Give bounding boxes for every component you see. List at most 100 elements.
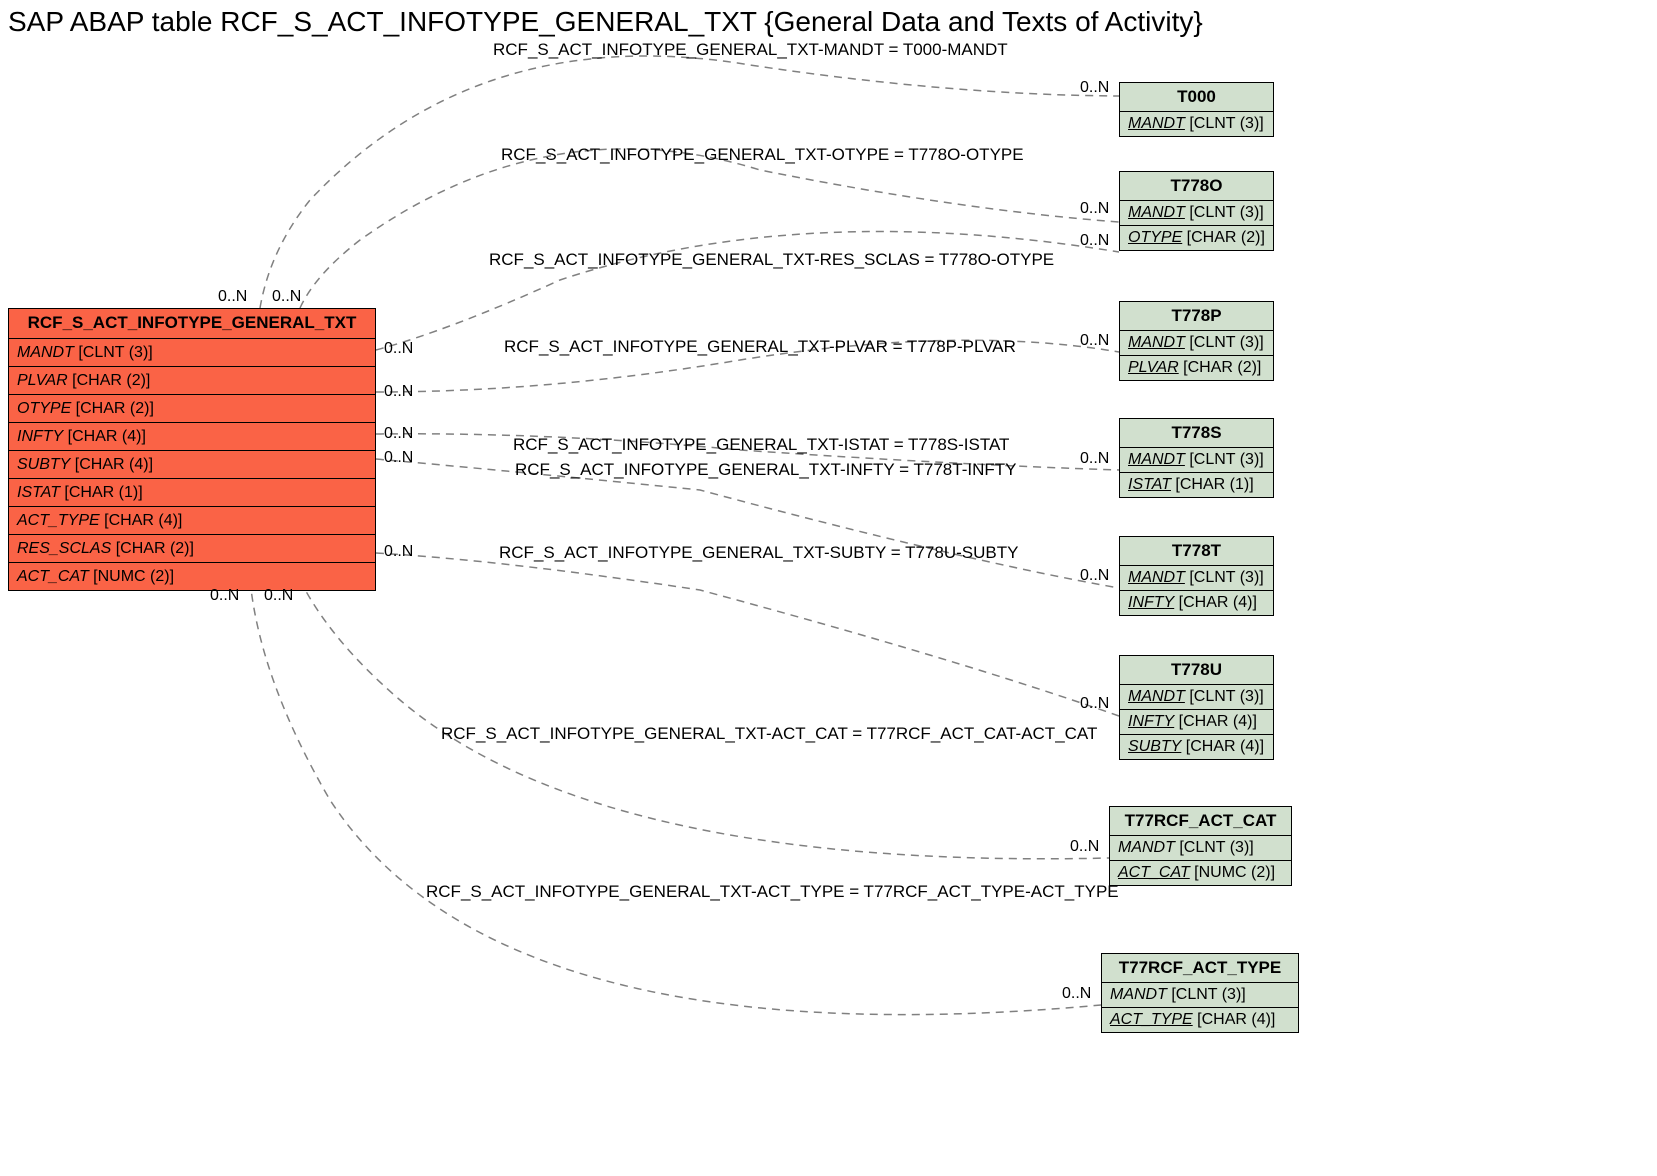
table-row: ACT_TYPE [CHAR (4)] xyxy=(9,507,375,535)
field-name: MANDT xyxy=(1128,688,1185,705)
field-type: [CHAR (2)] xyxy=(1179,359,1262,376)
field-type: [CLNT (3)] xyxy=(1175,839,1254,856)
table-header: T778O xyxy=(1120,172,1273,201)
field-type: [CLNT (3)] xyxy=(1185,569,1264,586)
relation-edge xyxy=(250,580,1101,1015)
table-row: MANDT [CLNT (3)] xyxy=(1102,983,1298,1008)
table-RCF_S_ACT_INFOTYPE_GENERAL_TXT: RCF_S_ACT_INFOTYPE_GENERAL_TXTMANDT [CLN… xyxy=(8,308,376,591)
table-header: T778P xyxy=(1120,302,1273,331)
field-type: [CHAR (2)] xyxy=(71,400,154,417)
field-name: ISTAT xyxy=(1128,476,1171,493)
cardinality-source: 0..N xyxy=(384,425,413,443)
table-header: T778T xyxy=(1120,537,1273,566)
edge-label: RCF_S_ACT_INFOTYPE_GENERAL_TXT-MANDT = T… xyxy=(493,40,1008,60)
cardinality-target: 0..N xyxy=(1080,695,1109,713)
cardinality-target: 0..N xyxy=(1080,232,1109,250)
cardinality-source: 0..N xyxy=(384,449,413,467)
field-type: [CHAR (4)] xyxy=(100,512,183,529)
field-name: ACT_TYPE xyxy=(17,512,100,529)
table-row: MANDT [CLNT (3)] xyxy=(9,339,375,367)
field-name: ACT_CAT xyxy=(17,568,89,585)
table-row: MANDT [CLNT (3)] xyxy=(1120,331,1273,356)
field-name: INFTY xyxy=(1128,594,1174,611)
field-type: [CLNT (3)] xyxy=(1185,451,1264,468)
field-name: OTYPE xyxy=(1128,229,1182,246)
table-row: MANDT [CLNT (3)] xyxy=(1120,566,1273,591)
cardinality-source: 0..N xyxy=(384,543,413,561)
field-type: [CHAR (2)] xyxy=(111,540,194,557)
field-name: MANDT xyxy=(1128,204,1185,221)
field-name: RES_SCLAS xyxy=(17,540,111,557)
cardinality-source: 0..N xyxy=(218,288,247,306)
table-row: PLVAR [CHAR (2)] xyxy=(1120,356,1273,380)
field-name: MANDT xyxy=(1128,569,1185,586)
table-row: OTYPE [CHAR (2)] xyxy=(9,395,375,423)
field-type: [CHAR (4)] xyxy=(1174,594,1257,611)
edge-label: RCF_S_ACT_INFOTYPE_GENERAL_TXT-RES_SCLAS… xyxy=(489,250,1054,270)
field-name: MANDT xyxy=(1118,839,1175,856)
field-name: MANDT xyxy=(17,344,74,361)
table-T778T: T778TMANDT [CLNT (3)]INFTY [CHAR (4)] xyxy=(1119,536,1274,616)
field-type: [CHAR (4)] xyxy=(70,456,153,473)
table-row: OTYPE [CHAR (2)] xyxy=(1120,226,1273,250)
diagram-stage: SAP ABAP table RCF_S_ACT_INFOTYPE_GENERA… xyxy=(0,0,1657,1176)
field-name: ISTAT xyxy=(17,484,60,501)
relation-edge xyxy=(260,56,1119,308)
field-type: [CLNT (3)] xyxy=(1167,986,1246,1003)
table-row: MANDT [CLNT (3)] xyxy=(1120,201,1273,226)
field-type: [CHAR (2)] xyxy=(68,372,151,389)
field-type: [CLNT (3)] xyxy=(1185,115,1264,132)
table-T778U: T778UMANDT [CLNT (3)]INFTY [CHAR (4)]SUB… xyxy=(1119,655,1274,760)
cardinality-target: 0..N xyxy=(1080,332,1109,350)
relation-edge xyxy=(300,580,1109,859)
edge-label: RCF_S_ACT_INFOTYPE_GENERAL_TXT-ACT_CAT =… xyxy=(441,724,1097,744)
field-type: [CHAR (4)] xyxy=(1174,713,1257,730)
table-row: MANDT [CLNT (3)] xyxy=(1120,685,1273,710)
field-type: [CHAR (4)] xyxy=(63,428,146,445)
field-type: [CLNT (3)] xyxy=(1185,204,1264,221)
cardinality-source: 0..N xyxy=(272,288,301,306)
table-T778P: T778PMANDT [CLNT (3)]PLVAR [CHAR (2)] xyxy=(1119,301,1274,381)
field-name: PLVAR xyxy=(1128,359,1179,376)
table-T000: T000MANDT [CLNT (3)] xyxy=(1119,82,1274,137)
table-header: T000 xyxy=(1120,83,1273,112)
relation-edge xyxy=(376,553,1119,716)
cardinality-target: 0..N xyxy=(1080,200,1109,218)
table-T77RCF_ACT_TYPE: T77RCF_ACT_TYPEMANDT [CLNT (3)]ACT_TYPE … xyxy=(1101,953,1299,1033)
table-row: PLVAR [CHAR (2)] xyxy=(9,367,375,395)
table-T778O: T778OMANDT [CLNT (3)]OTYPE [CHAR (2)] xyxy=(1119,171,1274,251)
cardinality-source: 0..N xyxy=(384,340,413,358)
field-name: PLVAR xyxy=(17,372,68,389)
table-row: ISTAT [CHAR (1)] xyxy=(1120,473,1273,497)
table-row: INFTY [CHAR (4)] xyxy=(9,423,375,451)
field-name: INFTY xyxy=(1128,713,1174,730)
table-T778S: T778SMANDT [CLNT (3)]ISTAT [CHAR (1)] xyxy=(1119,418,1274,498)
field-type: [CHAR (1)] xyxy=(60,484,143,501)
edge-label: RCF_S_ACT_INFOTYPE_GENERAL_TXT-PLVAR = T… xyxy=(504,337,1016,357)
edge-label: RCF_S_ACT_INFOTYPE_GENERAL_TXT-INFTY = T… xyxy=(515,460,1016,480)
field-name: MANDT xyxy=(1110,986,1167,1003)
cardinality-source: 0..N xyxy=(264,587,293,605)
cardinality-source: 0..N xyxy=(210,587,239,605)
field-type: [CHAR (4)] xyxy=(1193,1011,1276,1028)
table-row: ACT_TYPE [CHAR (4)] xyxy=(1102,1008,1298,1032)
page-title: SAP ABAP table RCF_S_ACT_INFOTYPE_GENERA… xyxy=(8,6,1203,38)
table-header: T778U xyxy=(1120,656,1273,685)
field-type: [CHAR (2)] xyxy=(1182,229,1265,246)
table-row: MANDT [CLNT (3)] xyxy=(1120,112,1273,136)
table-row: SUBTY [CHAR (4)] xyxy=(1120,735,1273,759)
table-header: RCF_S_ACT_INFOTYPE_GENERAL_TXT xyxy=(9,309,375,339)
edge-label: RCF_S_ACT_INFOTYPE_GENERAL_TXT-ACT_TYPE … xyxy=(426,882,1119,902)
relation-edge xyxy=(300,149,1119,308)
field-type: [CHAR (4)] xyxy=(1181,738,1264,755)
table-row: ISTAT [CHAR (1)] xyxy=(9,479,375,507)
cardinality-target: 0..N xyxy=(1080,450,1109,468)
field-type: [CLNT (3)] xyxy=(1185,688,1264,705)
field-name: INFTY xyxy=(17,428,63,445)
field-type: [CHAR (1)] xyxy=(1171,476,1254,493)
table-row: ACT_CAT [NUMC (2)] xyxy=(9,563,375,590)
field-name: OTYPE xyxy=(17,400,71,417)
table-row: SUBTY [CHAR (4)] xyxy=(9,451,375,479)
table-row: MANDT [CLNT (3)] xyxy=(1110,836,1291,861)
field-name: SUBTY xyxy=(17,456,70,473)
